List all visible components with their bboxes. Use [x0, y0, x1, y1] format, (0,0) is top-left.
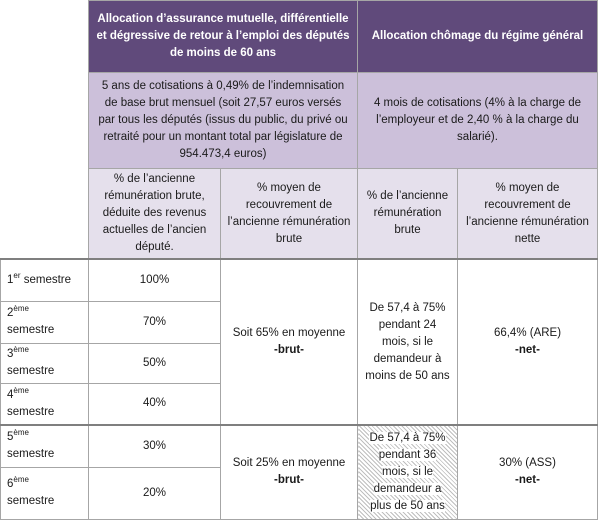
semester-word: semestre — [7, 495, 55, 507]
rate-cell: 70% — [88, 300, 221, 344]
semester-label: 3ème semestre — [0, 342, 89, 384]
average-cell: Soit 65% en moyenne -brut- — [220, 258, 358, 426]
semester-word: semestre — [7, 324, 55, 336]
semester-number: 1 — [7, 273, 14, 286]
corner — [0, 0, 89, 260]
semester-row: 4ème semestre 40% — [0, 382, 598, 426]
general-text: De 57,4 à 75% pendant 36 mois, si le dem… — [369, 431, 446, 512]
general-text: De 57,4 à 75% pendant 24 mois, si le dem… — [365, 301, 450, 382]
average-basis: -brut- — [273, 344, 304, 356]
general-cell: De 57,4 à 75% pendant 36 mois, si le dem… — [357, 424, 458, 520]
semester-word: semestre — [7, 448, 55, 461]
contribution-row: 5 ans de cotisations à 0,49% de l’indemn… — [1, 72, 598, 169]
rate-cell: 100% — [88, 258, 221, 302]
rate-cell: 50% — [88, 342, 221, 384]
semester-word: semestre — [23, 273, 72, 286]
net-cell: 30% (ASS) -net- — [457, 424, 598, 520]
semester-number: 4 — [7, 388, 14, 401]
semester-label: 2ème semestre — [0, 300, 89, 344]
semester-suffix: ème — [13, 345, 29, 355]
net-basis: -net- — [515, 344, 540, 356]
contribution-cell: 5 ans de cotisations à 0,49% de l’indemn… — [88, 72, 358, 169]
semester-label: 6ème semestre — [0, 466, 89, 520]
header-cell: Allocation d’assurance mutuelle, différe… — [88, 0, 358, 73]
semester-number: 5 — [7, 431, 14, 444]
subheader-cell: % de l’ancienne rémunération brute — [357, 168, 458, 260]
semester-suffix: ème — [13, 304, 29, 314]
subheader-cell: % de l’ancienne rémunération brute, dédu… — [88, 168, 221, 260]
net-cell: 66,4% (ARE) -net- — [457, 258, 598, 426]
semester-suffix: ème — [13, 475, 29, 485]
semester-row: 2ème semestre 70% — [0, 300, 598, 344]
rate-cell: 20% — [88, 466, 221, 520]
semester-number: 2 — [7, 307, 14, 319]
header-cell: Allocation chômage du régime général — [357, 0, 598, 73]
semester-word: semestre — [7, 405, 55, 418]
semester-row: 5ème semestre 30% Soit 25% en moyenne -brut-… — [0, 424, 598, 520]
semester-word: semestre — [7, 365, 55, 377]
average-text: Soit 65% en moyenne — [232, 327, 346, 339]
rate-cell: 40% — [88, 382, 221, 426]
semester-number: 6 — [7, 478, 14, 490]
semester-row: 1er semestre 100% Soit 65% en moyenne -brut… — [0, 258, 598, 426]
net-basis: -net- — [515, 474, 540, 487]
average-cell: Soit 25% en moyenne -brut- — [220, 424, 358, 520]
subheader-cell: % moyen de recouvrement de l’ancienne ré… — [220, 168, 358, 260]
general-cell: De 57,4 à 75% pendant 24 mois, si le dem… — [357, 258, 458, 426]
net-text: 30% (ASS) — [499, 457, 556, 470]
net-text: 66,4% (ARE) — [493, 327, 562, 339]
subheader-row: % de l’ancienne rémunération brute, dédu… — [1, 168, 598, 260]
semester-label: 4ème semestre — [0, 382, 89, 426]
semester-number: 3 — [7, 348, 14, 360]
header-row: Allocation d’assurance mutuelle, différe… — [0, 0, 598, 260]
average-basis: -brut- — [273, 474, 304, 487]
rate-cell: 30% — [88, 424, 221, 468]
semester-suffix: ème — [13, 385, 29, 395]
semester-label: 1er semestre — [0, 258, 89, 302]
semester-row: 6ème semestre 20% — [0, 466, 598, 520]
average-text: Soit 25% en moyenne — [232, 457, 346, 470]
semester-label: 5ème semestre — [0, 424, 89, 468]
semester-suffix: ème — [13, 428, 29, 438]
subheader-cell: % moyen de recouvrement de l’ancienne ré… — [457, 168, 598, 260]
contribution-cell: 4 mois de cotisations (4% à la charge de… — [357, 72, 598, 169]
semester-suffix: er — [13, 270, 21, 280]
